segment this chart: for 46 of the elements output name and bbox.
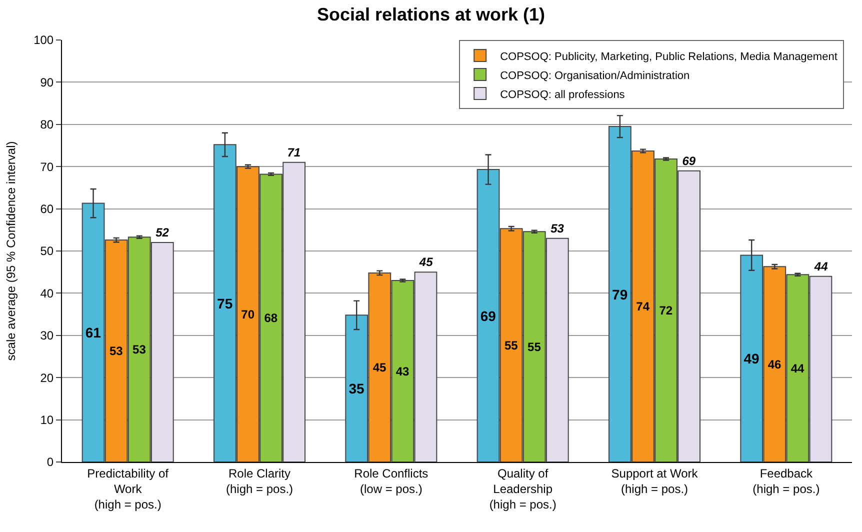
data-label: 53 — [550, 221, 564, 236]
y-tick-label: 50 — [40, 244, 54, 258]
data-label: 46 — [768, 357, 782, 372]
y-tick-label: 60 — [40, 202, 54, 216]
data-label: 61 — [85, 324, 102, 341]
data-label: 45 — [418, 255, 434, 270]
x-tick-label: Quality of Leadership (high = pos.) — [489, 466, 556, 512]
data-label: 49 — [744, 350, 760, 367]
data-label: 43 — [396, 364, 410, 378]
y-tick-label: 30 — [40, 328, 54, 343]
x-tick-label: Role Clarity (high = pos.) — [226, 466, 294, 496]
data-label: 71 — [287, 145, 301, 160]
data-label: 44 — [813, 259, 828, 274]
legend-label: COPSOQ: Publicity, Marketing, Public Relations, Media Management — [500, 50, 838, 63]
y-tick-label: 40 — [40, 286, 54, 300]
y-tick-label: 70 — [40, 160, 54, 174]
y-tick-label: 10 — [40, 413, 54, 427]
chart-title: Social relations at work (1) — [316, 4, 546, 25]
data-label: 72 — [659, 304, 673, 318]
data-label: 69 — [480, 308, 496, 324]
data-label: 75 — [217, 295, 233, 312]
y-tick-label: 20 — [40, 370, 54, 385]
data-label: 69 — [682, 154, 696, 168]
data-label: 53 — [132, 342, 146, 357]
y-tick-label: 100 — [34, 33, 54, 48]
data-label: 45 — [372, 360, 386, 374]
x-tick-label: Feedback (high = pos.) — [752, 466, 820, 496]
legend-label: COPSOQ: Organisation/Administration — [500, 70, 690, 82]
x-tick-label: Support at Work (high = pos.) — [611, 466, 699, 496]
data-label: 74 — [636, 299, 650, 314]
data-label: 55 — [504, 338, 518, 352]
y-tick-label: 80 — [40, 118, 54, 132]
y-tick-label: 0 — [46, 455, 54, 470]
data-label: 52 — [156, 226, 170, 240]
x-tick-label: Role Conflicts (low = pos.) — [354, 466, 428, 496]
data-label: 79 — [612, 286, 628, 302]
y-axis-title: scale average (95 % Confidence interval) — [4, 141, 18, 361]
data-label: 68 — [264, 311, 278, 326]
data-label: 53 — [109, 344, 124, 358]
legend-label: COPSOQ: all professions — [500, 88, 626, 101]
data-label: 55 — [528, 340, 542, 354]
x-tick-label: Predictability of Work (high = pos.) — [87, 466, 170, 512]
data-label: 35 — [348, 380, 364, 397]
data-label: 70 — [241, 307, 255, 322]
y-tick-label: 90 — [40, 75, 54, 90]
data-label: 44 — [790, 361, 805, 376]
